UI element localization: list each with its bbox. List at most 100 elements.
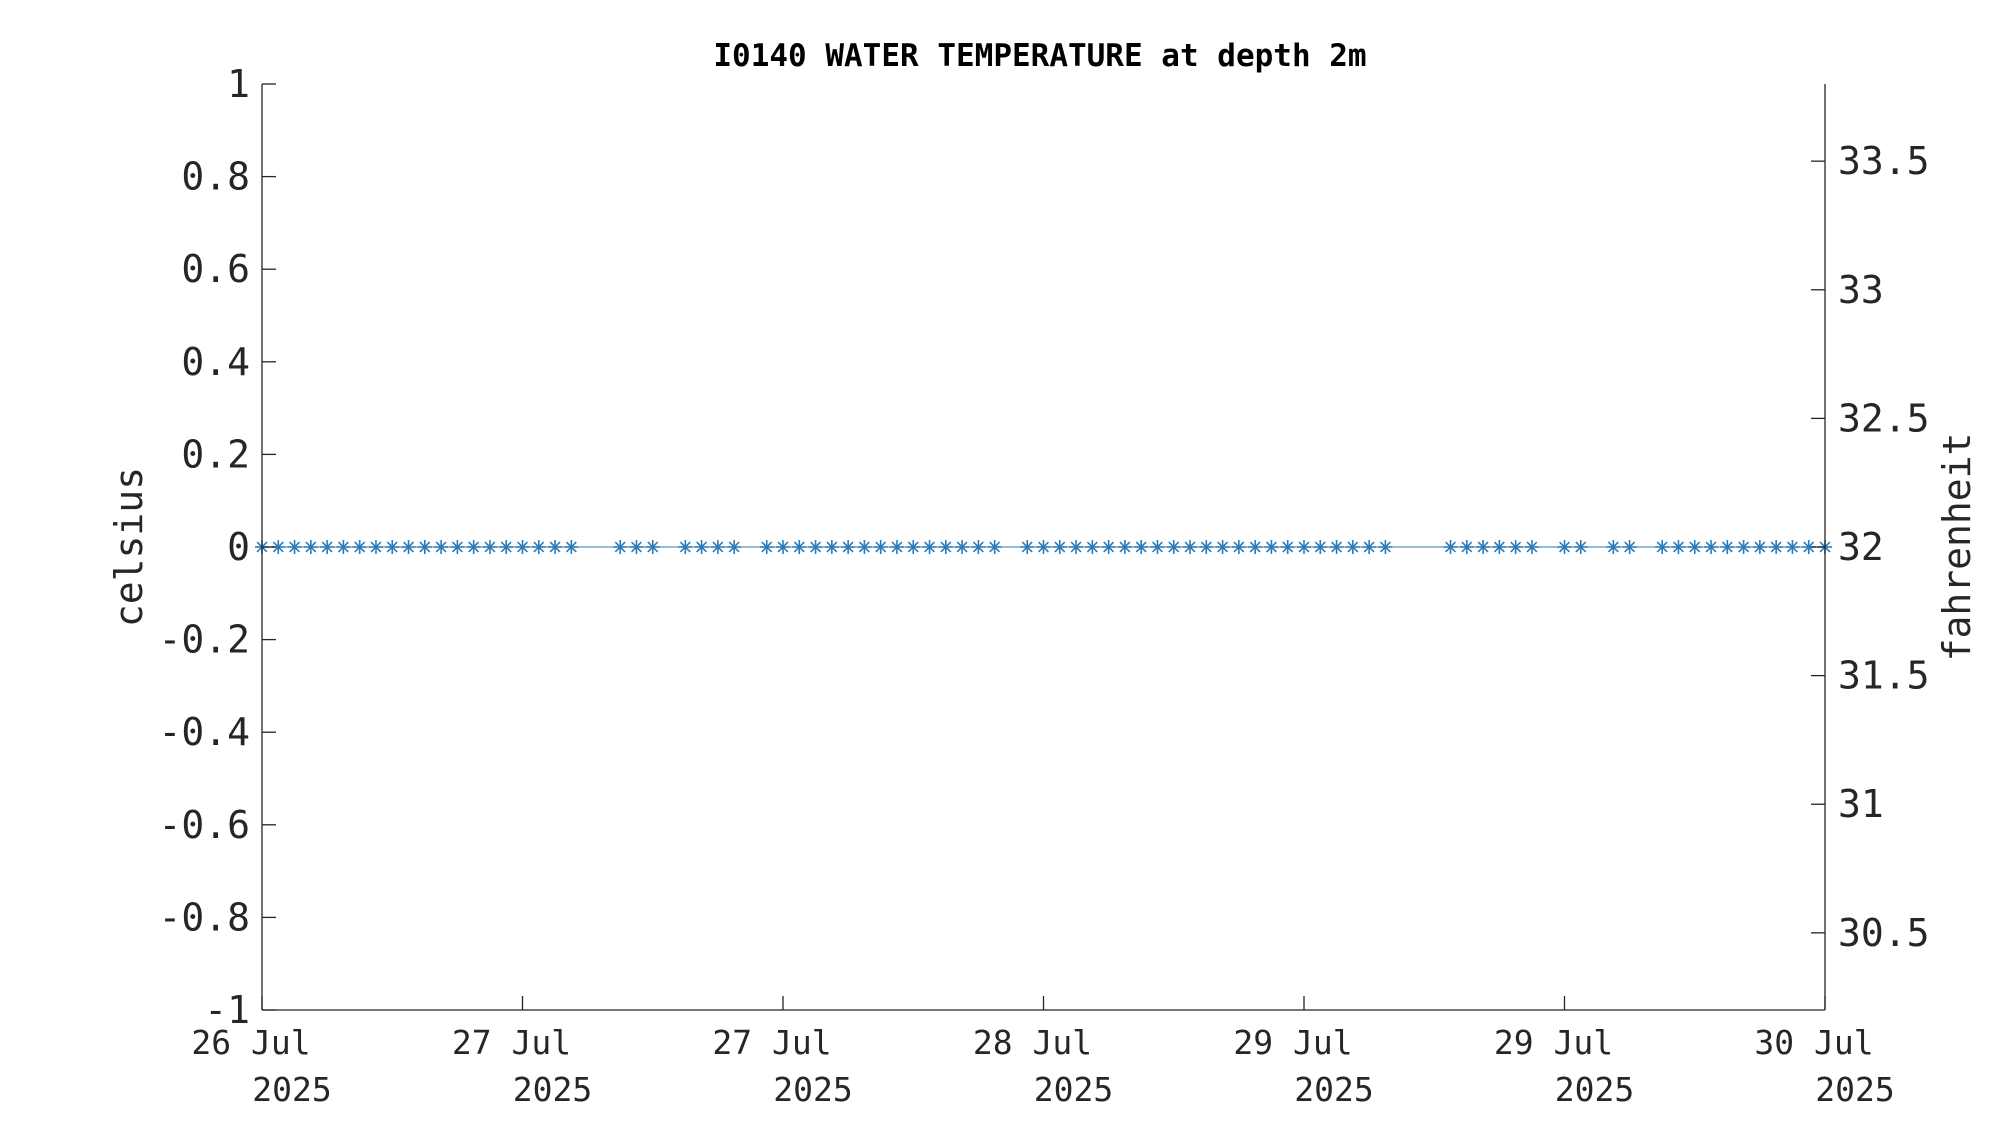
data-point xyxy=(889,540,904,554)
data-point xyxy=(1785,540,1800,554)
data-point xyxy=(1524,540,1539,554)
x-tick-label-date: 29 Jul xyxy=(1494,1023,1613,1062)
left-tick-label: 0 xyxy=(227,525,250,569)
data-point xyxy=(450,540,465,554)
x-tick-label-date: 29 Jul xyxy=(1233,1023,1352,1062)
data-point xyxy=(1036,540,1051,554)
data-point xyxy=(1345,540,1360,554)
plot-area xyxy=(255,540,1832,554)
data-point xyxy=(385,540,400,554)
data-point xyxy=(1752,540,1767,554)
x-tick-label-year: 2025 xyxy=(773,1070,852,1109)
data-point xyxy=(1117,540,1132,554)
data-point xyxy=(808,540,823,554)
data-point xyxy=(1166,540,1181,554)
data-point xyxy=(548,540,563,554)
chart-title: I0140 WATER TEMPERATURE at depth 2m xyxy=(713,38,1366,74)
data-point xyxy=(1622,540,1637,554)
left-tick-label: -0.4 xyxy=(158,710,250,754)
data-point xyxy=(482,540,497,554)
data-point xyxy=(1101,540,1116,554)
data-point xyxy=(938,540,953,554)
left-axis-ticks: 1 0.8 0.6 0.4 0.2 0 -0.2 -0.4 -0.6 -0.8 -1 xyxy=(158,62,276,1032)
left-axis-label: celsius xyxy=(107,467,151,627)
right-tick-label: 32.5 xyxy=(1838,396,1930,440)
data-point xyxy=(1231,540,1246,554)
data-point xyxy=(955,540,970,554)
data-point xyxy=(873,540,888,554)
right-tick-label: 32 xyxy=(1838,525,1884,569)
data-point xyxy=(645,540,660,554)
data-point xyxy=(368,540,383,554)
data-point xyxy=(1655,540,1670,554)
data-point xyxy=(515,540,530,554)
x-tick-label-date: 28 Jul xyxy=(973,1023,1092,1062)
data-point xyxy=(287,540,302,554)
data-point xyxy=(1508,540,1523,554)
data-point xyxy=(629,540,644,554)
data-point xyxy=(417,540,432,554)
right-tick-label: 30.5 xyxy=(1838,911,1930,955)
data-point xyxy=(1687,540,1702,554)
data-point xyxy=(336,540,351,554)
data-point xyxy=(531,540,546,554)
x-tick-label-date: 26 Jul xyxy=(191,1023,310,1062)
right-axis-ticks: 33.5 33 32.5 32 31.5 31 30.5 xyxy=(1811,139,1930,955)
data-point xyxy=(1736,540,1751,554)
data-point xyxy=(613,540,628,554)
left-tick-label: 0.2 xyxy=(181,432,250,476)
data-point xyxy=(1704,540,1719,554)
data-point xyxy=(303,540,318,554)
data-point xyxy=(466,540,481,554)
left-tick-label: 0.8 xyxy=(181,155,250,199)
x-tick-label-date: 27 Jul xyxy=(712,1023,831,1062)
data-point xyxy=(1134,540,1149,554)
data-point xyxy=(922,540,937,554)
data-point xyxy=(352,540,367,554)
data-point xyxy=(1492,540,1507,554)
x-tick-label-year: 2025 xyxy=(1555,1070,1634,1109)
data-point xyxy=(824,540,839,554)
data-point xyxy=(1606,540,1621,554)
data-point xyxy=(1020,540,1035,554)
data-point xyxy=(776,540,790,554)
x-tick-label-date: 27 Jul xyxy=(452,1023,571,1062)
data-point xyxy=(987,540,1002,554)
data-point xyxy=(1769,540,1784,554)
left-tick-label: -0.6 xyxy=(158,803,250,847)
data-point xyxy=(1459,540,1474,554)
data-point xyxy=(1313,540,1328,554)
data-point xyxy=(1329,540,1344,554)
left-tick-label: 0.6 xyxy=(181,247,250,291)
data-point xyxy=(1280,540,1295,554)
data-point xyxy=(841,540,856,554)
left-tick-label: -1 xyxy=(204,988,250,1032)
right-tick-label: 33.5 xyxy=(1838,139,1930,183)
left-tick-label: -0.8 xyxy=(158,895,250,939)
x-tick-label-year: 2025 xyxy=(513,1070,592,1109)
data-point xyxy=(694,540,709,554)
data-point xyxy=(1085,540,1100,554)
data-point xyxy=(1801,540,1816,554)
x-tick-label-year: 2025 xyxy=(1294,1070,1373,1109)
data-point xyxy=(434,540,449,554)
data-point xyxy=(1297,540,1311,554)
data-point xyxy=(792,540,807,554)
x-tick-label-year: 2025 xyxy=(1815,1070,1894,1109)
data-point xyxy=(1248,540,1263,554)
data-point xyxy=(1183,540,1198,554)
data-point xyxy=(1150,540,1165,554)
data-point xyxy=(401,540,416,554)
left-tick-label: 1 xyxy=(227,62,250,106)
x-axis-ticks: 26 Jul 2025 27 Jul 2025 27 Jul 2025 28 Jul 2025… xyxy=(191,996,1895,1109)
data-point xyxy=(1557,540,1572,554)
data-point xyxy=(564,540,579,554)
data-point xyxy=(1476,540,1491,554)
data-point xyxy=(727,540,742,554)
data-point xyxy=(1052,540,1067,554)
data-point xyxy=(759,540,774,554)
right-axis-label: fahrenheit xyxy=(1935,433,1979,662)
x-tick-label-year: 2025 xyxy=(252,1070,331,1109)
left-tick-label: 0.4 xyxy=(181,340,250,384)
